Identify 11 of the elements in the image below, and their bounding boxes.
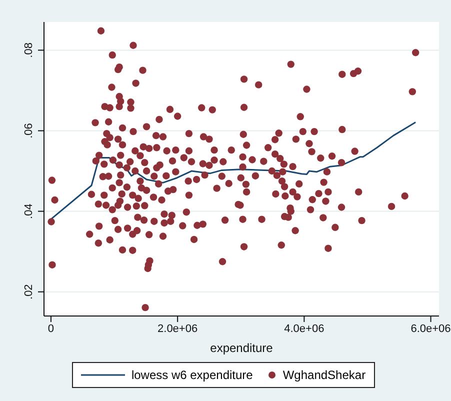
- y-tick-label: .06: [23, 123, 35, 138]
- legend-label: WghandShekar: [282, 368, 366, 382]
- y-tick-label: .04: [23, 204, 35, 219]
- x-tick-label: 6.0e+06: [410, 322, 451, 335]
- x-tick-label: 2.0e+06: [158, 322, 198, 335]
- y-tick-label: .08: [23, 42, 35, 58]
- x-axis-title: expenditure: [210, 341, 274, 355]
- x-tick-label: 0: [48, 322, 54, 335]
- legend-label: lowess w6 expenditure: [131, 368, 253, 382]
- y-tick-label: .02: [23, 284, 35, 300]
- x-tick-label: 4.0e+06: [284, 322, 324, 335]
